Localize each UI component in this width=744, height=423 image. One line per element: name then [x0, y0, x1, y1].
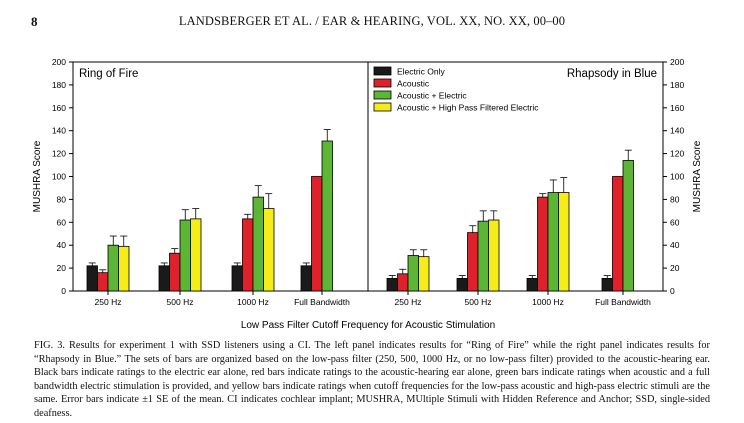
panel-title-right: Rhapsody in Blue [567, 68, 657, 80]
bar-acoustic-electric [477, 220, 489, 292]
y-tick-label-right: 200 [670, 57, 684, 67]
bar-acoustic-electric [547, 192, 559, 292]
bar-acoustic [537, 196, 549, 292]
y-tick-label-right: 100 [670, 172, 684, 182]
bar-acoustic-electric [107, 244, 119, 292]
bar-electric-only [526, 278, 538, 292]
x-tick-label: 1000 Hz [237, 297, 269, 307]
bar-acoustic-high-pass-filtered-electric [558, 192, 570, 292]
figure-3-chart: 0 0 20 20 40 40 60 60 80 80 100 100 120 120 140 140 160 1… [32, 57, 703, 331]
legend-label: Acoustic + High Pass Filtered Electric [397, 103, 539, 113]
legend-label: Acoustic + Electric [397, 91, 467, 101]
bar-electric-only [601, 278, 613, 292]
bar-acoustic-electric [622, 160, 634, 292]
bar-acoustic-electric [321, 140, 333, 292]
bar-acoustic [311, 176, 323, 292]
y-tick-label-right: 60 [670, 217, 680, 227]
y-tick-label-left: 140 [52, 126, 66, 136]
running-head: LANDSBERGER ET AL. / EAR & HEARING, VOL.… [178, 14, 566, 28]
y-tick-label-left: 120 [52, 149, 66, 159]
bar-acoustic-high-pass-filtered-electric [263, 208, 275, 292]
y-tick-label-right: 180 [670, 80, 684, 90]
y-tick-label-left: 60 [57, 217, 67, 227]
panel-title-left: Ring of Fire [79, 68, 138, 80]
bar-acoustic-electric [252, 196, 264, 292]
legend-swatch [373, 90, 392, 100]
bar-electric-only [456, 278, 468, 292]
bar-acoustic [397, 273, 409, 292]
figure-caption: FIG. 3. Results for experiment 1 with SS… [34, 340, 710, 419]
y-tick-label-left: 100 [52, 172, 66, 182]
bar-electric-only [86, 265, 98, 292]
y-tick-label-right: 120 [670, 149, 684, 159]
bar-electric-only [300, 265, 312, 292]
bar-acoustic [612, 176, 624, 292]
x-tick-label: 500 Hz [465, 297, 492, 307]
y-tick-label-left: 40 [57, 240, 67, 250]
y-axis-label-left: MUSHRA Score [32, 140, 43, 212]
y-tick-label-left: 0 [61, 286, 66, 296]
bar-electric-only [231, 265, 243, 292]
bar-acoustic-electric [179, 219, 191, 292]
y-tick-label-right: 20 [670, 263, 680, 273]
page-number: 8 [31, 14, 38, 29]
x-axis-label: Low Pass Filter Cutoff Frequency for Aco… [241, 320, 495, 331]
x-tick-label: 250 Hz [95, 297, 122, 307]
legend-swatch [373, 78, 392, 88]
y-tick-label-right: 140 [670, 126, 684, 136]
x-tick-label: 250 Hz [395, 297, 422, 307]
x-tick-label: 500 Hz [167, 297, 194, 307]
legend-swatch [373, 102, 392, 112]
y-tick-label-left: 200 [52, 57, 66, 67]
x-tick-label: Full Bandwidth [595, 297, 651, 307]
y-tick-label-right: 0 [670, 286, 675, 296]
x-tick-label: 1000 Hz [532, 297, 564, 307]
y-axis-label-right: MUSHRA Score [692, 140, 703, 212]
bar-acoustic-high-pass-filtered-electric [488, 219, 500, 292]
bar-acoustic-high-pass-filtered-electric [190, 218, 202, 292]
y-tick-label-left: 80 [57, 194, 67, 204]
y-tick-label-left: 20 [57, 263, 67, 273]
bar-acoustic-high-pass-filtered-electric [418, 256, 430, 292]
legend-label: Acoustic [397, 79, 430, 89]
y-tick-label-left: 160 [52, 103, 66, 113]
bar-acoustic [242, 218, 254, 292]
bar-acoustic [97, 272, 109, 292]
bar-acoustic-high-pass-filtered-electric [118, 245, 130, 292]
y-tick-label-right: 40 [670, 240, 680, 250]
bar-electric-only [386, 278, 398, 292]
x-tick-label: Full Bandwidth [294, 297, 350, 307]
legend-swatch [373, 66, 392, 76]
y-tick-label-right: 80 [670, 194, 680, 204]
y-tick-label-left: 180 [52, 80, 66, 90]
y-tick-label-right: 160 [670, 103, 684, 113]
bar-acoustic [467, 232, 479, 292]
bar-electric-only [158, 265, 170, 292]
legend-label: Electric Only [397, 67, 445, 77]
bar-acoustic [169, 252, 181, 292]
bar-acoustic-electric [407, 255, 419, 292]
